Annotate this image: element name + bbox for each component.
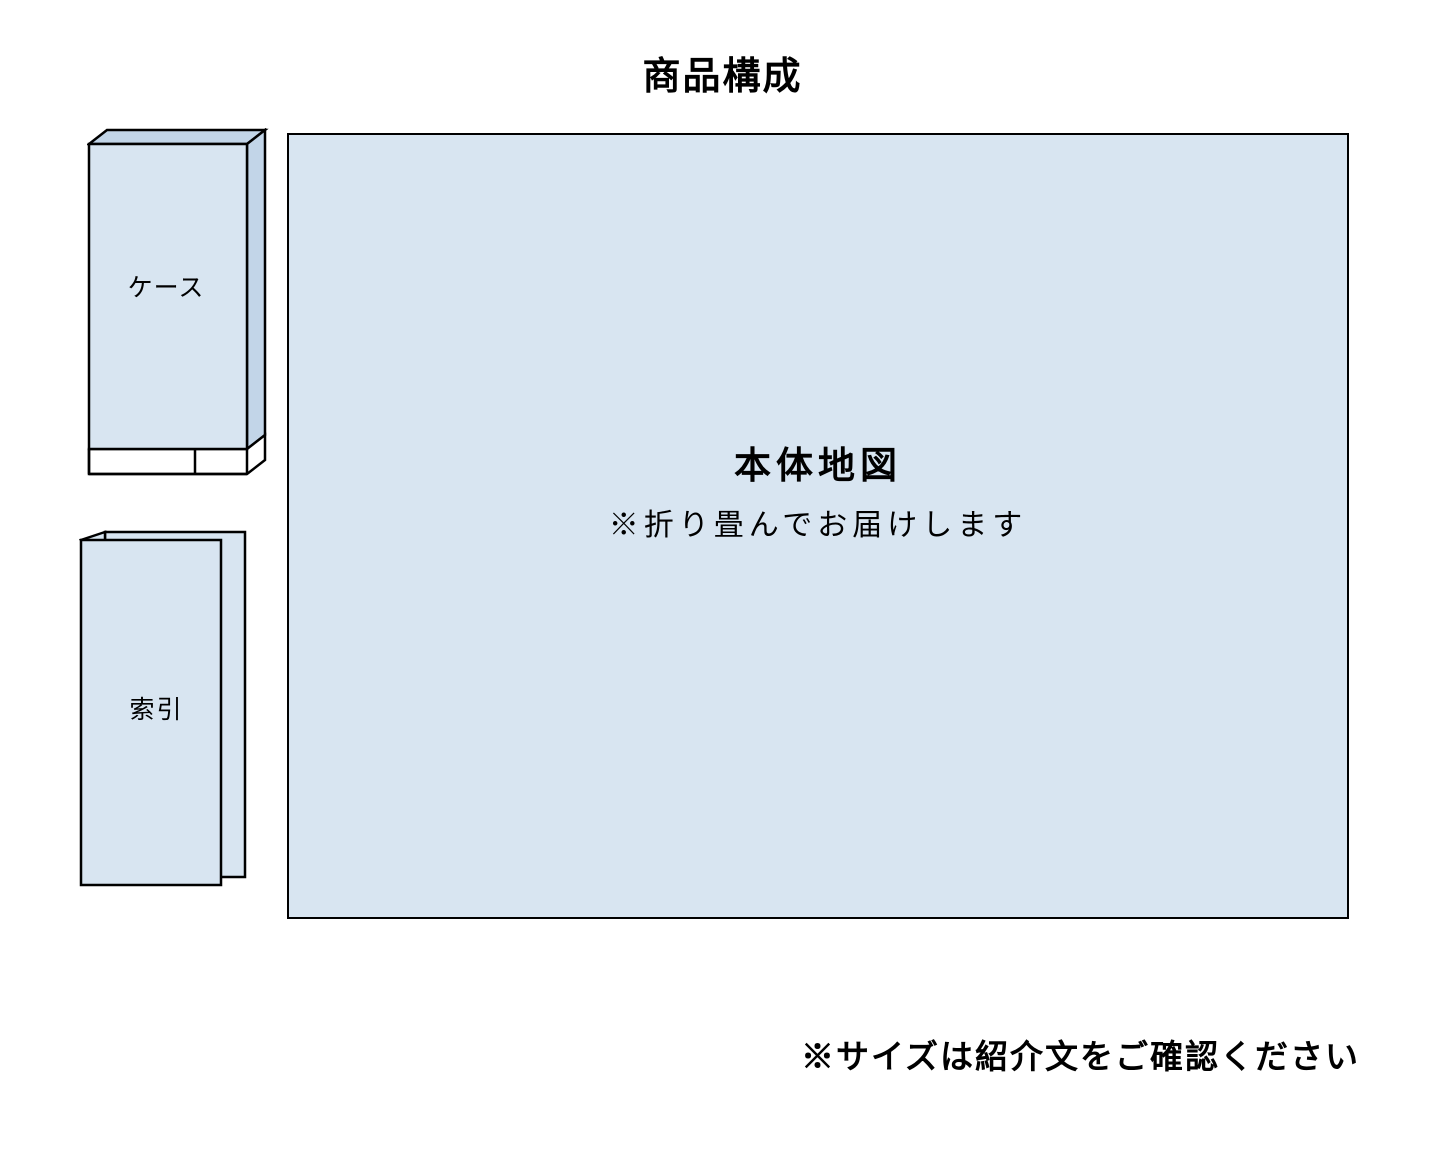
- footer-size-note: ※サイズは紹介文をご確認ください: [801, 1030, 1360, 1078]
- main-map-component: 本体地図 ※折り畳んでお届けします: [287, 133, 1349, 919]
- index-component: 索引: [79, 530, 279, 915]
- main-map-title: 本体地図: [289, 435, 1347, 489]
- case-component: ケース: [87, 128, 287, 493]
- main-map-note: ※折り畳んでお届けします: [289, 500, 1347, 544]
- case-label: ケース: [87, 268, 245, 304]
- page-title: 商品構成: [642, 45, 802, 100]
- product-composition-diagram: ケース 索引 本体地図 ※折り畳んでお届けします: [75, 128, 1370, 958]
- case-shape-icon: [87, 128, 287, 488]
- index-label: 索引: [79, 690, 234, 726]
